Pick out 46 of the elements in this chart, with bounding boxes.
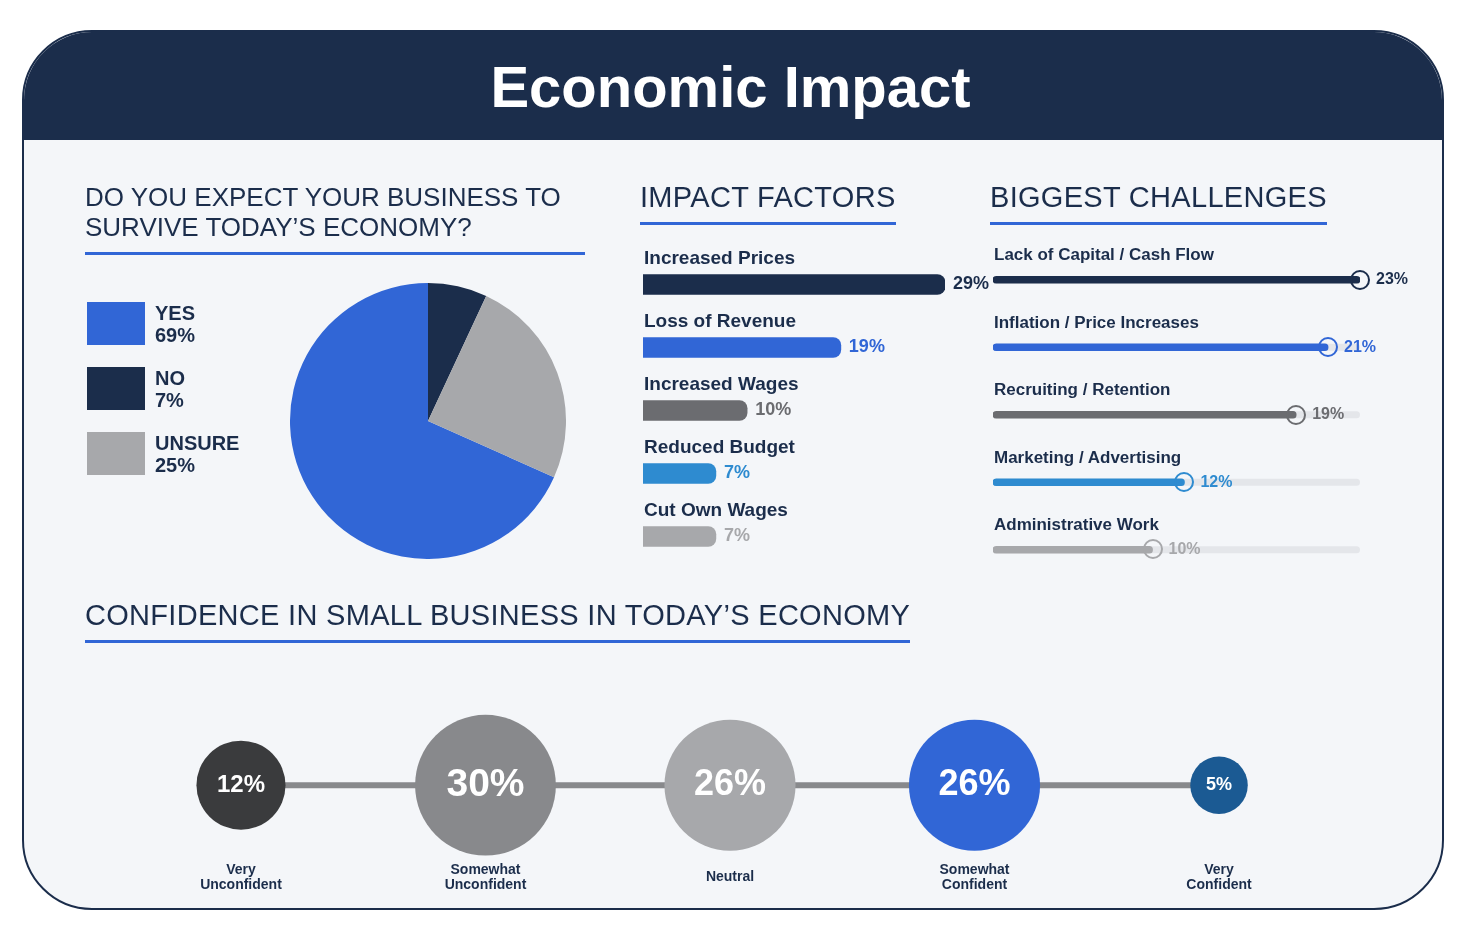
- bar: [643, 463, 717, 484]
- data-label: 7%: [723, 525, 750, 546]
- bar: [643, 337, 842, 358]
- data-label: 23%: [1376, 270, 1409, 288]
- data-label: 26%: [693, 762, 767, 804]
- data-label: 26%: [938, 762, 1011, 804]
- data-label: 10%: [1168, 540, 1201, 558]
- text: CONFIDENCE IN SMALL BUSINESS IN TODAY’S ECONOMY: [85, 599, 911, 643]
- y-tick-label: Administrative Work: [994, 515, 1160, 535]
- legend-label: YES: [155, 301, 196, 324]
- legend-label: UNSURE: [155, 431, 240, 454]
- y-tick-label: Reduced Budget: [644, 435, 796, 457]
- data-label: 5%: [1206, 774, 1233, 795]
- data-label: 12%: [1200, 472, 1233, 490]
- text: Economic Impact: [489, 53, 972, 121]
- category-label: Neutral: [705, 868, 755, 884]
- category-label: Somewhat Confident: [939, 861, 1010, 892]
- chart-title: BIGGEST CHALLENGES: [990, 181, 1327, 225]
- data-label: 12%: [216, 769, 265, 797]
- y-tick-label: Cut Own Wages: [644, 498, 788, 520]
- y-tick-label: Marketing / Advertising: [994, 447, 1182, 467]
- data-label: 19%: [1312, 405, 1345, 423]
- category-label: Very Confident: [1186, 861, 1253, 892]
- category-label: Somewhat Unconfident: [444, 861, 527, 892]
- data-label: 19%: [848, 336, 885, 357]
- category-label: Very Unconfident: [200, 861, 283, 892]
- y-tick-label: Inflation / Price Increases: [994, 312, 1199, 332]
- data-label: 30%: [446, 760, 525, 804]
- data-label: 7%: [155, 388, 185, 411]
- bar: [643, 526, 717, 547]
- y-tick-label: Increased Wages: [644, 372, 799, 394]
- data-label: 25%: [155, 453, 197, 476]
- chart-subtitle: DO YOU EXPECT YOUR BUSINESS TO SURVIVE TODAY’S ECONOMY?: [85, 182, 585, 255]
- data-label: 21%: [1344, 337, 1377, 355]
- y-tick-label: Recruiting / Retention: [994, 380, 1171, 400]
- data-label: 29%: [953, 273, 990, 294]
- chart-title: IMPACT FACTORS: [640, 181, 896, 225]
- legend-label: NO: [155, 366, 185, 389]
- y-tick-label: Lack of Capital / Cash Flow: [994, 245, 1215, 265]
- bar: [643, 400, 748, 421]
- bar: [643, 274, 945, 295]
- y-tick-label: Loss of Revenue: [644, 309, 797, 331]
- data-label: 69%: [155, 323, 196, 346]
- y-tick-label: Increased Prices: [644, 246, 796, 268]
- data-label: 10%: [755, 399, 792, 420]
- data-label: 7%: [723, 462, 750, 483]
